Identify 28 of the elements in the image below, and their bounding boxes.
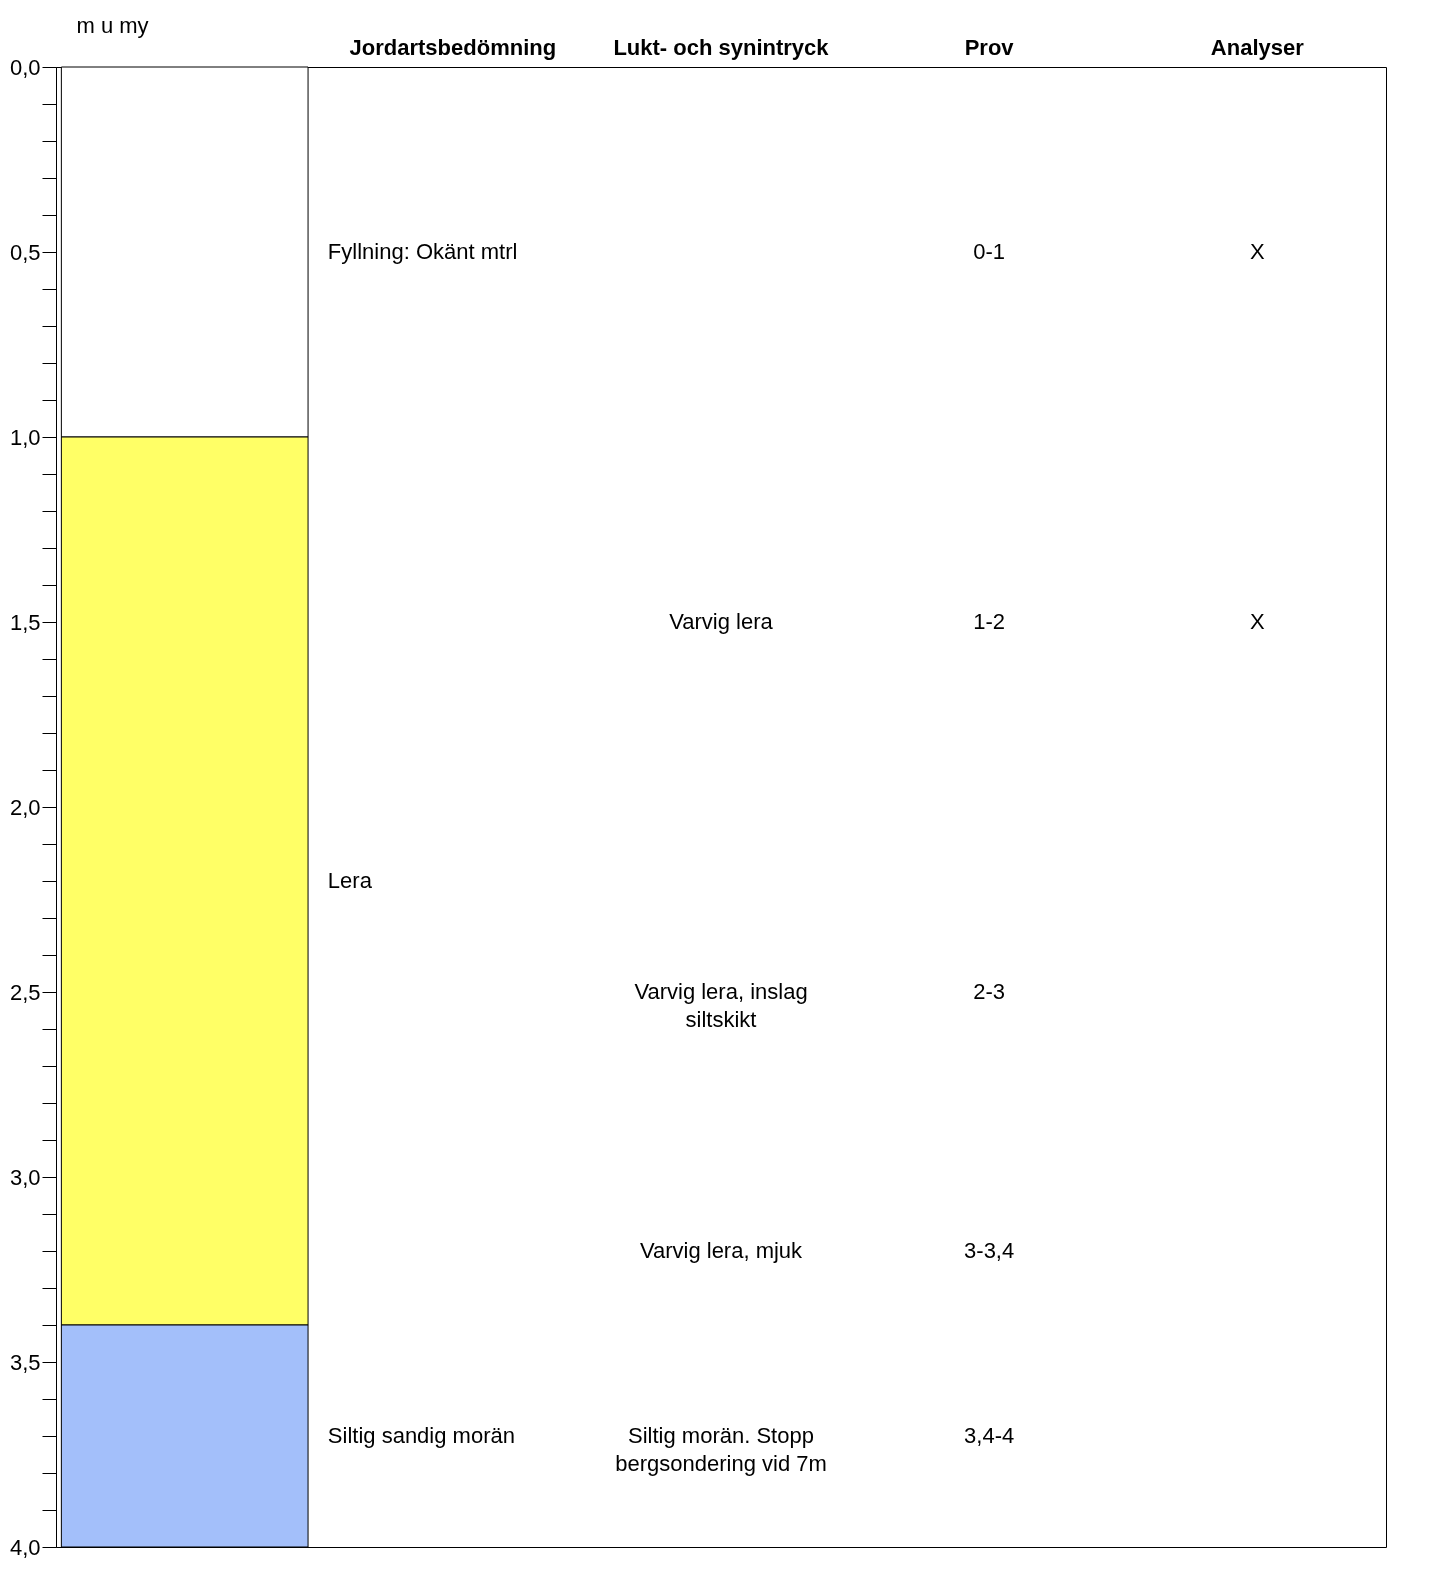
y-tick-label: 3,0 <box>9 1164 41 1190</box>
annotation: Varvig lera, mjuk <box>639 1238 804 1263</box>
annotation: 0-1 <box>973 239 1006 264</box>
annotation: Varvig lera <box>669 609 774 634</box>
x-tick-label: Analyser <box>1210 34 1305 60</box>
x-tick-label: Prov <box>964 34 1015 60</box>
annotation: 3-3,4 <box>964 1238 1015 1263</box>
annotation: 1-2 <box>973 609 1006 634</box>
annotation: X <box>1249 609 1265 634</box>
x-tick-label: Jordartsbedömning <box>349 34 557 60</box>
annotation: Varvig lera, inslag siltskikt <box>634 979 808 1032</box>
y-tick-label: 3,5 <box>9 1349 41 1375</box>
y-tick-label: 1,5 <box>9 609 41 635</box>
y-axis-title: m u my <box>76 12 149 38</box>
annotation: Siltig sandig morän <box>327 1423 515 1448</box>
annotation: Siltig morän. Stopp bergsondering vid 7m <box>615 1423 827 1476</box>
y-tick-label: 1,0 <box>9 424 41 450</box>
y-tick-label: 2,5 <box>9 979 41 1005</box>
y-tick-label: 0,0 <box>9 54 41 80</box>
x-tick-label: Lukt- och synintryck <box>613 34 830 60</box>
y-tick-label: 4,0 <box>9 1534 41 1560</box>
annotation: 2-3 <box>973 979 1006 1004</box>
y-tick-label: 2,0 <box>9 794 41 820</box>
y-tick-label: 0,5 <box>9 239 41 265</box>
annotation: Lera <box>327 868 373 893</box>
annotation: 3,4-4 <box>964 1423 1015 1448</box>
annotation: X <box>1249 239 1265 264</box>
annotation: Fyllning: Okänt mtrl <box>327 239 518 264</box>
